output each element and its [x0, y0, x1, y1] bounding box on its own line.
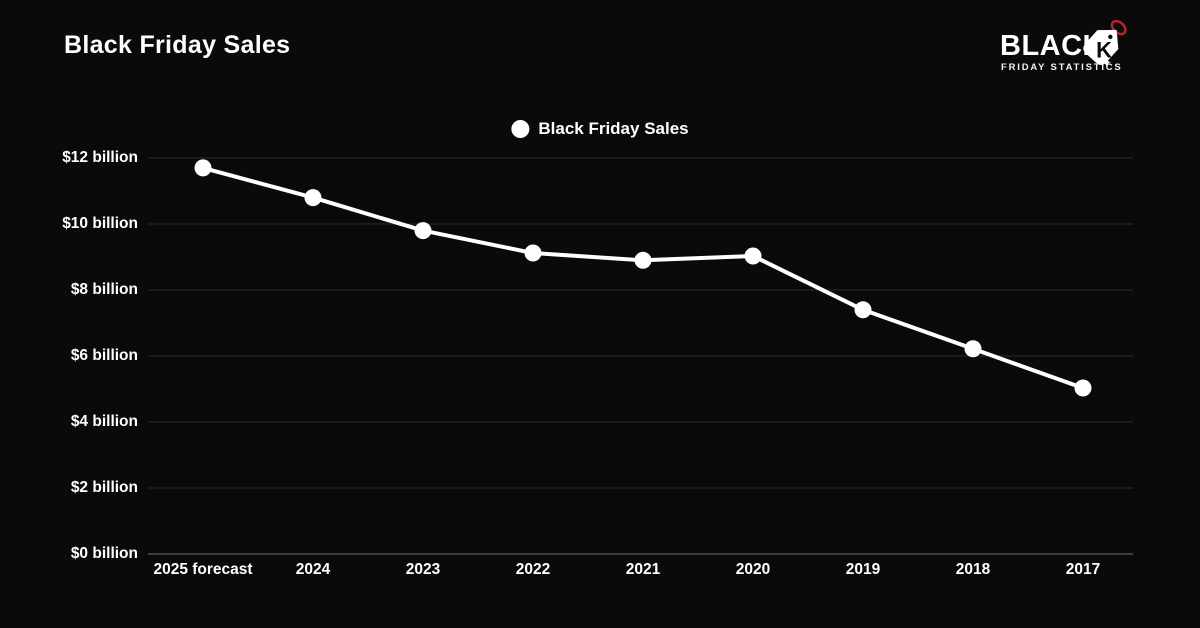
- data-point: [1074, 379, 1092, 397]
- sparkle-icon: ✦: [1101, 56, 1112, 71]
- y-tick-label: $0 billion: [70, 545, 138, 562]
- chart-legend: Black Friday Sales: [511, 119, 689, 139]
- y-tick-label: $2 billion: [70, 479, 138, 496]
- x-tick-label: 2023: [405, 561, 441, 578]
- data-point: [524, 244, 542, 262]
- x-tick-label: 2017: [1065, 561, 1101, 578]
- x-tick-label: 2024: [295, 561, 331, 578]
- logo-subtitle: FRIDAY STATISTICS: [1001, 62, 1123, 73]
- data-point: [194, 159, 212, 177]
- x-tick-label: 2021: [625, 561, 661, 578]
- series-line: [201, 165, 1085, 391]
- data-point: [744, 247, 762, 265]
- logo-wordmark-row: BLACK K: [1000, 20, 1130, 65]
- x-tick-label: 2019: [845, 561, 881, 578]
- tag-letter: K: [1096, 38, 1112, 63]
- page-title: Black Friday Sales: [64, 31, 291, 59]
- data-point: [854, 301, 872, 319]
- y-tick-label: $10 billion: [62, 215, 138, 232]
- legend-marker-icon: [511, 120, 530, 138]
- x-tick-label: 2020: [735, 561, 771, 578]
- x-tick-label: 2018: [955, 561, 991, 578]
- tag-hole: [1108, 34, 1113, 40]
- brand-logo: BLACK K FRIDAY STATISTICS ✦: [1000, 20, 1130, 73]
- x-tick-label: 2022: [515, 561, 551, 578]
- y-tick-label: $6 billion: [70, 347, 138, 364]
- x-tick-label: 2025 forecast: [153, 561, 253, 578]
- y-tick-label: $8 billion: [70, 281, 138, 298]
- y-tick-label: $12 billion: [62, 149, 138, 166]
- data-point: [414, 222, 432, 240]
- y-tick-label: $4 billion: [70, 413, 138, 430]
- data-point: [634, 251, 652, 269]
- price-tag-icon: K: [1078, 20, 1128, 70]
- data-point: [964, 340, 982, 358]
- data-point: [304, 189, 322, 207]
- legend-label: Black Friday Sales: [538, 119, 689, 138]
